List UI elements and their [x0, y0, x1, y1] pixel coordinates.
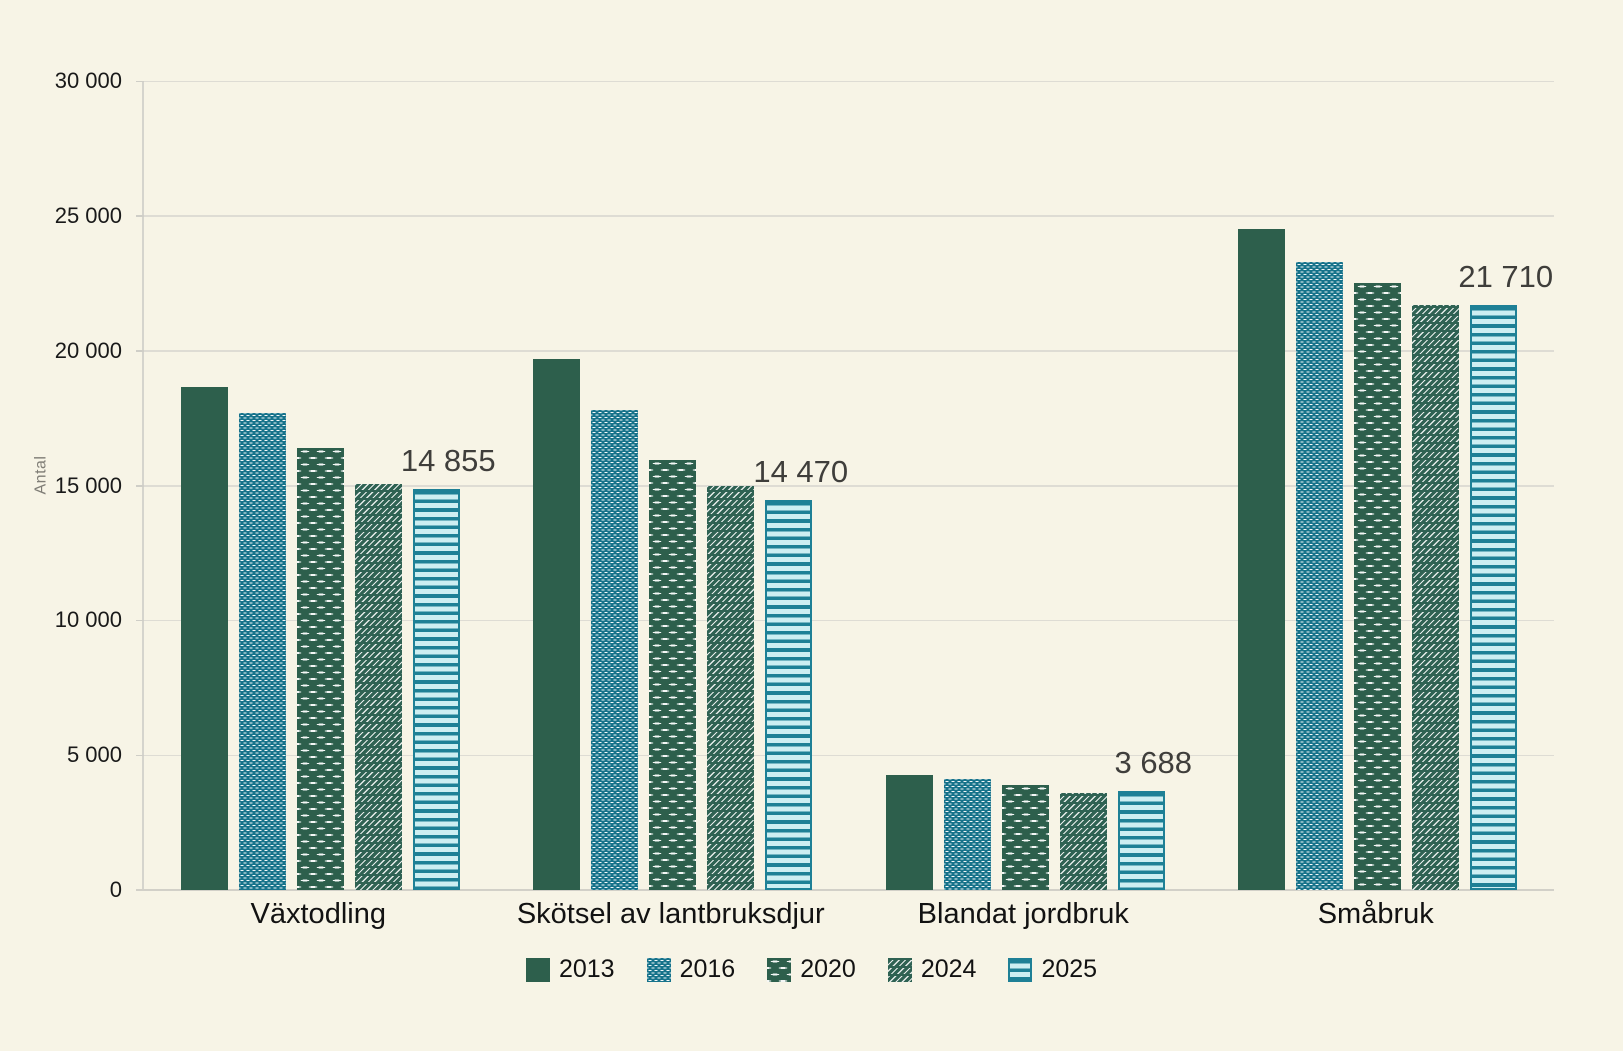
bar-2020	[1354, 283, 1402, 890]
gridline	[136, 754, 1554, 757]
data-label: 3 688	[1114, 744, 1193, 780]
y-axis-tick-mark	[136, 485, 144, 487]
category-label: Blandat jordbruk	[917, 898, 1129, 930]
legend-item-2024: 2024	[887, 955, 977, 984]
legend-label: 2016	[679, 955, 736, 983]
bar-group: 14 855	[144, 81, 497, 890]
legend-label: 2013	[558, 955, 615, 983]
y-tick-label: 20 000	[54, 337, 122, 363]
bar-2025: 14 855	[401, 443, 496, 890]
gridline	[136, 485, 1554, 487]
bar-2025: 21 710	[1458, 259, 1553, 890]
legend-item-2020: 2020	[767, 955, 856, 984]
legend-swatch-icon	[1008, 957, 1033, 982]
legend-swatch-icon	[646, 957, 671, 982]
bar-2013	[1238, 229, 1286, 890]
bar-2024	[1412, 304, 1460, 890]
bar-2020	[1001, 784, 1049, 890]
legend-label: 2020	[800, 955, 856, 983]
x-axis-baseline	[136, 889, 1554, 891]
legend-swatch-icon	[887, 957, 912, 982]
category-label: Skötsel av lantbruksdjur	[516, 898, 825, 930]
legend-item-2013: 2013	[525, 955, 615, 984]
y-axis-tick-mark	[136, 215, 144, 217]
legend-item-2016: 2016	[646, 955, 736, 984]
bar-2016	[238, 412, 286, 890]
y-axis-tick-mark	[136, 619, 144, 622]
bar-2024	[707, 485, 755, 890]
legend-label: 2024	[920, 955, 977, 983]
bar-2016	[943, 779, 991, 890]
bar-2020	[649, 459, 697, 890]
gridline	[136, 619, 1554, 622]
legend-swatch-icon	[767, 957, 792, 982]
bar-group: 21 710	[1202, 81, 1555, 890]
gridline	[136, 215, 1554, 217]
y-tick-label: 30 000	[54, 68, 122, 93]
plot-area: 14 855 14 470 3 688 21 710	[136, 80, 1554, 891]
bar-2013	[533, 358, 581, 890]
y-axis-tick-mark	[136, 754, 144, 757]
y-axis-tick-labels: 0 5 000 10 000 15 000 20 000 25 000 30 000	[0, 68, 126, 902]
y-tick-label: 0	[109, 877, 122, 902]
category-label: Småbruk	[1317, 898, 1434, 930]
y-axis-tick-mark	[136, 80, 144, 82]
legend-item-2025: 2025	[1008, 955, 1097, 984]
data-label: 21 710	[1458, 258, 1554, 294]
y-tick-label: 25 000	[54, 202, 122, 228]
bar-groups: 14 855 14 470 3 688 21 710	[144, 81, 1554, 890]
legend-swatch-icon	[525, 957, 550, 982]
gridline	[136, 80, 1554, 82]
bar-2025: 14 470	[753, 454, 848, 890]
data-label: 14 855	[400, 443, 496, 479]
bar-2024	[1059, 792, 1107, 890]
bar-2016	[591, 410, 639, 890]
data-label: 14 470	[753, 453, 849, 489]
legend-label: 2025	[1041, 955, 1098, 983]
category-label: Växtodling	[250, 898, 386, 930]
y-tick-label: 5 000	[66, 742, 122, 768]
bar-2016	[1296, 261, 1344, 890]
bar-2020	[296, 447, 344, 890]
legend: 2013 2016 2020 2024 2025	[0, 955, 1623, 984]
bar-group: 14 470	[497, 81, 850, 890]
bar-2013	[885, 775, 933, 890]
bar-2025: 3 688	[1114, 745, 1192, 890]
y-axis-tick-mark	[136, 350, 144, 352]
y-tick-label: 10 000	[54, 607, 122, 633]
y-tick-label: 15 000	[54, 472, 122, 498]
gridline	[136, 350, 1554, 352]
bar-2013	[180, 387, 228, 890]
x-axis-category-labels: Växtodling Skötsel av lantbruksdjur Blanda…	[142, 898, 1552, 931]
bar-2024	[354, 484, 402, 890]
bar-group: 3 688	[849, 81, 1202, 890]
